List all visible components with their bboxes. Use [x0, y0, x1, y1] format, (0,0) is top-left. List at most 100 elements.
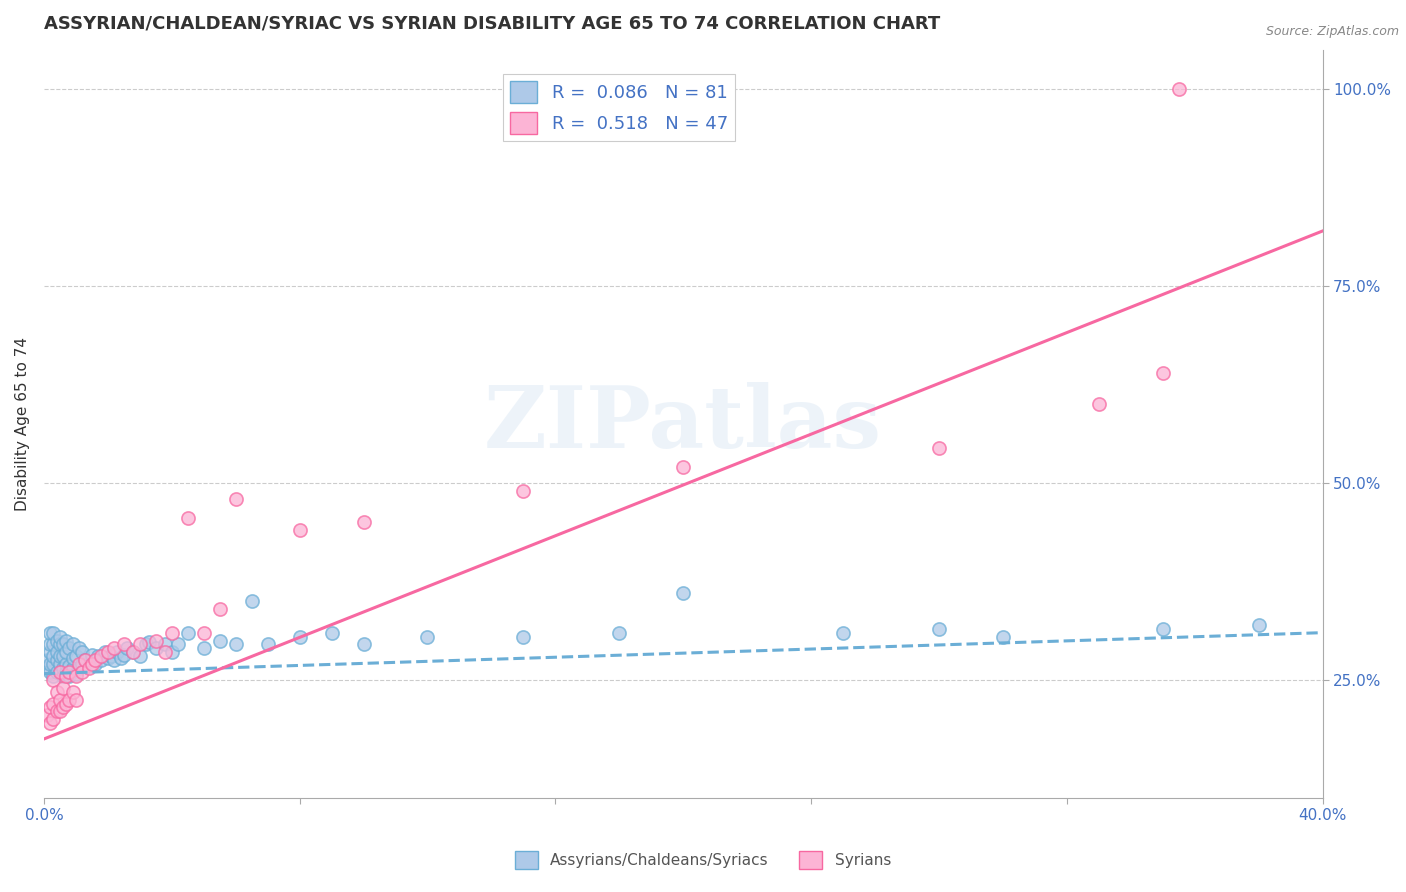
Point [35, 708, 58, 723]
Point [128, 638, 150, 652]
Point [288, 523, 311, 537]
Point [122, 645, 145, 659]
Point [103, 653, 125, 667]
Point [42, 638, 65, 652]
Point [70, 645, 93, 659]
Point [1152, 622, 1174, 636]
Legend: R =  0.086   N = 81, R =  0.518   N = 47: R = 0.086 N = 81, R = 0.518 N = 47 [503, 74, 735, 141]
Point [288, 630, 311, 644]
Point [42, 649, 65, 664]
Point [49, 665, 72, 679]
Point [62, 661, 84, 675]
Point [193, 641, 215, 656]
Point [77, 658, 100, 673]
Point [107, 645, 129, 659]
Point [353, 516, 375, 530]
Point [353, 638, 375, 652]
Point [39, 625, 62, 640]
Point [832, 625, 855, 640]
Point [62, 651, 84, 665]
Point [225, 491, 247, 506]
Point [62, 638, 84, 652]
Point [512, 483, 534, 498]
Point [177, 511, 200, 525]
Text: Source: ZipAtlas.com: Source: ZipAtlas.com [1265, 25, 1399, 38]
Point [65, 649, 87, 664]
Point [1088, 397, 1111, 411]
Point [42, 669, 65, 683]
Point [55, 665, 77, 679]
Point [928, 441, 950, 455]
Point [49, 657, 72, 672]
Point [193, 625, 215, 640]
Point [35, 653, 58, 667]
Point [607, 625, 630, 640]
Point [155, 638, 177, 652]
Point [100, 649, 122, 664]
Point [45, 684, 67, 698]
Point [97, 651, 120, 665]
Point [80, 657, 103, 672]
Point [45, 645, 67, 659]
Point [240, 594, 263, 608]
Point [58, 692, 80, 706]
Point [84, 653, 107, 667]
Point [39, 716, 62, 731]
Point [112, 648, 135, 662]
Point [39, 665, 62, 679]
Point [138, 635, 160, 649]
Point [208, 633, 231, 648]
Text: ASSYRIAN/CHALDEAN/SYRIAC VS SYRIAN DISABILITY AGE 65 TO 74 CORRELATION CHART: ASSYRIAN/CHALDEAN/SYRIAC VS SYRIAN DISAB… [44, 15, 941, 33]
Point [55, 697, 77, 711]
Point [45, 665, 67, 679]
Point [42, 673, 65, 687]
Point [160, 645, 183, 659]
Text: ZIPatlas: ZIPatlas [484, 382, 882, 466]
Point [77, 661, 100, 675]
Point [145, 641, 167, 656]
Point [167, 638, 190, 652]
Point [52, 700, 75, 714]
Point [177, 625, 200, 640]
Point [58, 669, 80, 683]
Point [135, 638, 157, 652]
Point [1167, 82, 1189, 96]
Point [672, 586, 695, 600]
Point [80, 648, 103, 662]
Point [87, 649, 110, 664]
Point [42, 657, 65, 672]
Point [39, 700, 62, 714]
Point [155, 645, 177, 659]
Point [97, 645, 120, 659]
Point [58, 641, 80, 656]
Point [512, 630, 534, 644]
Point [49, 705, 72, 719]
Point [49, 649, 72, 664]
Point [122, 645, 145, 659]
Point [35, 661, 58, 675]
Point [1152, 366, 1174, 380]
Point [416, 630, 439, 644]
Point [1247, 617, 1270, 632]
Point [67, 661, 90, 675]
Point [49, 630, 72, 644]
Point [49, 692, 72, 706]
Point [55, 633, 77, 648]
Legend: Assyrians/Chaldeans/Syriacs, Syrians: Assyrians/Chaldeans/Syriacs, Syrians [509, 845, 897, 875]
Point [991, 630, 1014, 644]
Point [160, 625, 183, 640]
Point [58, 658, 80, 673]
Point [110, 651, 132, 665]
Point [321, 625, 343, 640]
Point [70, 665, 93, 679]
Point [256, 638, 278, 652]
Point [45, 653, 67, 667]
Point [39, 645, 62, 659]
Point [84, 657, 107, 672]
Point [58, 665, 80, 679]
Point [45, 705, 67, 719]
Point [42, 712, 65, 726]
Point [65, 669, 87, 683]
Point [145, 633, 167, 648]
Point [103, 641, 125, 656]
